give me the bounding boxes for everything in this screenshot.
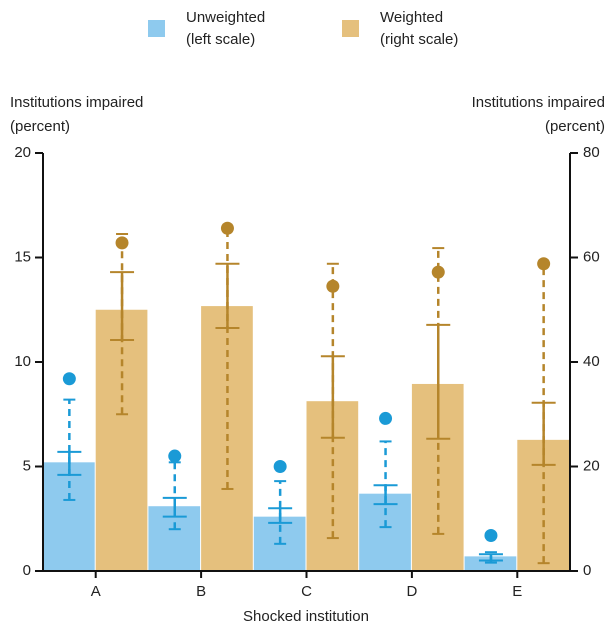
y2-tick-label: 60	[583, 248, 600, 265]
point	[62, 372, 76, 386]
legend-label: Unweighted	[186, 9, 265, 26]
y-axis-label: Institutions impaired	[10, 94, 143, 111]
y2-tick-label: 20	[583, 457, 600, 474]
point	[484, 528, 498, 542]
x-tick-label: B	[196, 583, 206, 600]
y-tick-label: 10	[14, 353, 31, 370]
y-tick-label: 20	[14, 144, 31, 161]
point	[115, 236, 129, 250]
x-axis-label: Shocked institution	[243, 608, 369, 625]
legend-label: Weighted	[380, 9, 443, 26]
x-tick-label: A	[91, 583, 101, 600]
legend-label: (right scale)	[380, 31, 458, 48]
point	[220, 221, 234, 235]
x-tick-label: C	[301, 583, 312, 600]
legend-swatch	[148, 20, 165, 37]
y-axis-unit: (percent)	[10, 118, 70, 135]
y2-axis-unit: (percent)	[545, 118, 605, 135]
y-tick-label: 15	[14, 248, 31, 265]
y-tick-label: 0	[23, 562, 31, 579]
point	[168, 449, 182, 463]
point	[431, 265, 445, 279]
x-tick-label: E	[512, 583, 522, 600]
y2-tick-label: 0	[583, 562, 591, 579]
point	[273, 460, 287, 473]
x-tick-label: D	[406, 583, 417, 600]
y2-tick-label: 40	[583, 353, 600, 370]
legend-swatch	[342, 20, 359, 37]
bar	[43, 462, 95, 571]
bar	[359, 493, 411, 571]
y2-tick-label: 80	[583, 144, 600, 161]
bar	[464, 556, 517, 571]
point	[326, 279, 340, 293]
point	[537, 257, 551, 271]
point	[379, 411, 393, 425]
legend-label: (left scale)	[186, 31, 255, 48]
y-tick-label: 5	[23, 457, 31, 474]
y2-axis-label: Institutions impaired	[472, 94, 605, 111]
